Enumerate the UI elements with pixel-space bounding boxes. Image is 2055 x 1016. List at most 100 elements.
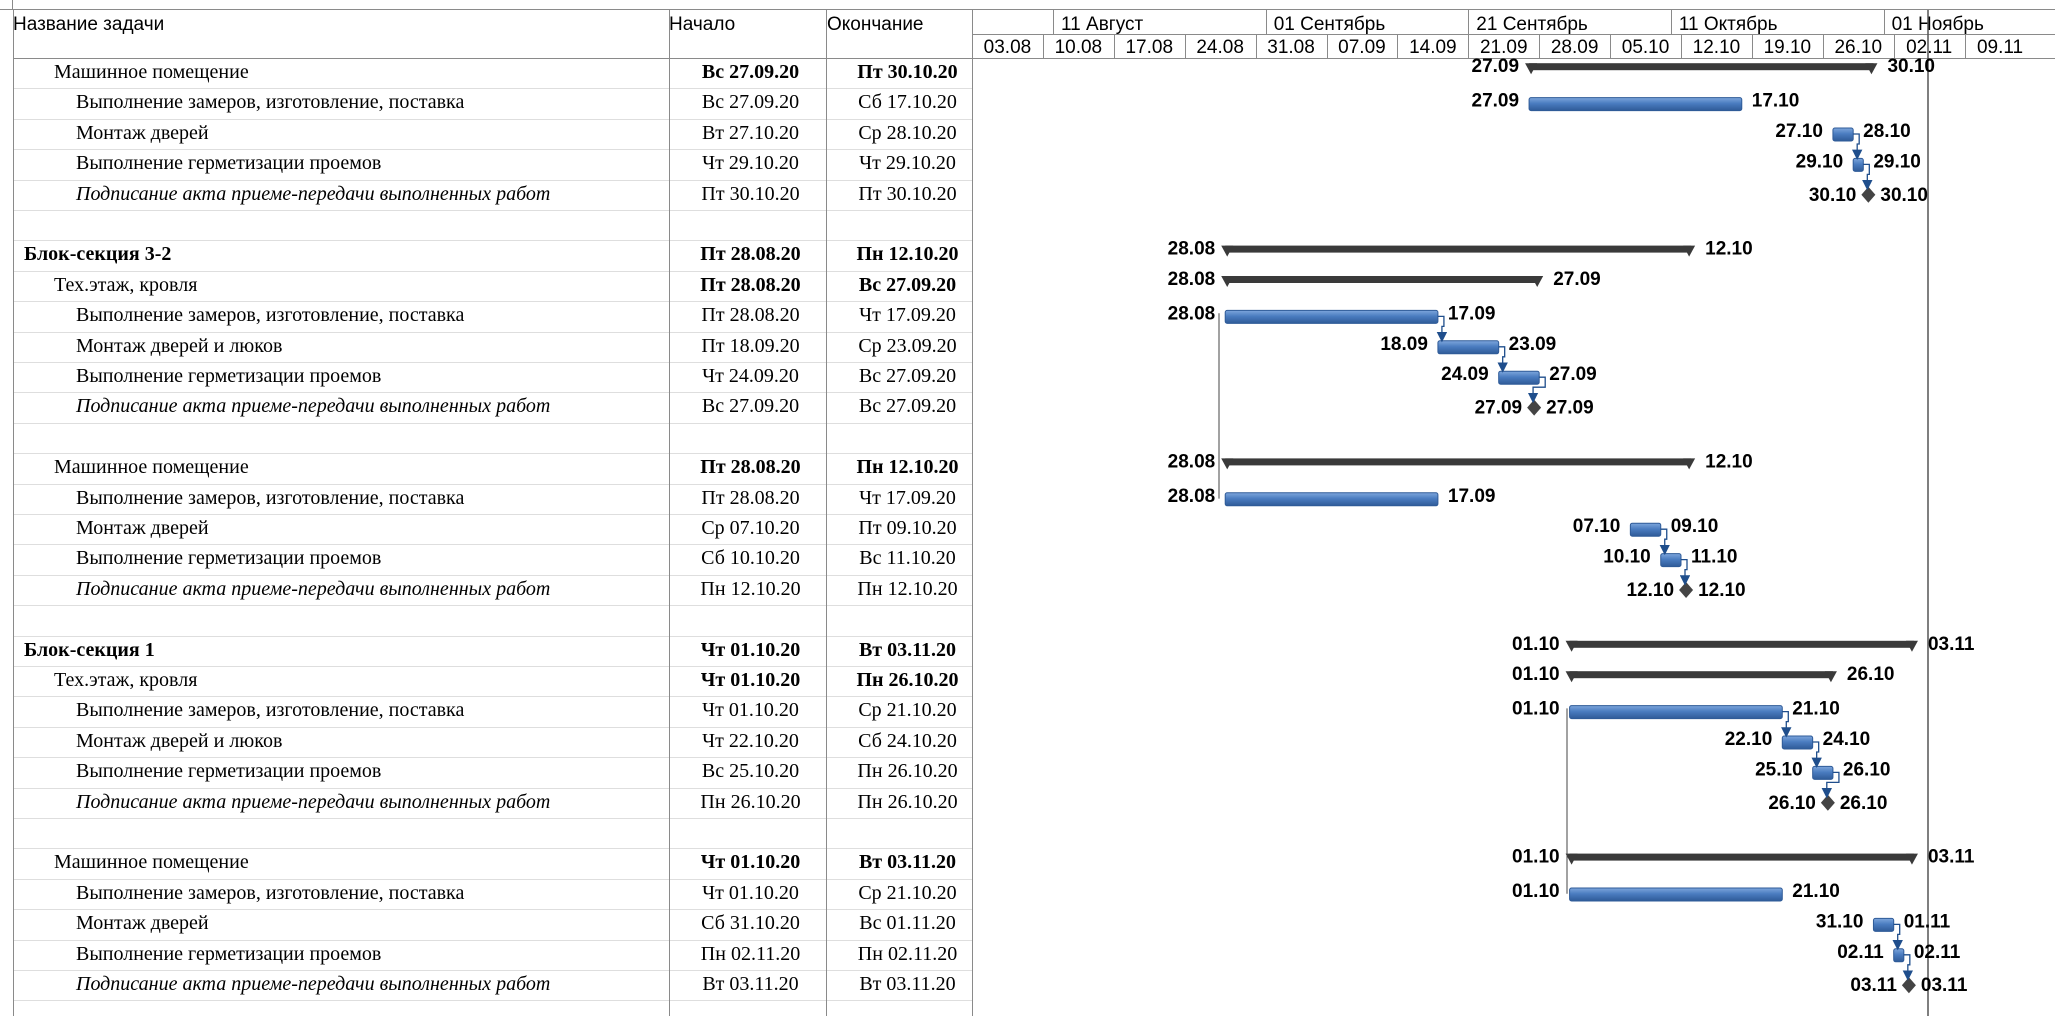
timescale-month: 11 Август (1061, 14, 1144, 35)
task-row[interactable]: Выполнение замеров, изготовление, постав… (13, 696, 972, 726)
timescale-week: 19.10 (1763, 37, 1812, 58)
task-row[interactable]: Монтаж дверей Вт 27.10.20 Ср 28.10.20 (13, 119, 972, 149)
task-row[interactable]: Машинное помещение Чт 01.10.20 Вт 03.11.20 (13, 848, 972, 878)
task-start: Пт 28.08.20 (701, 486, 800, 509)
task-bar (1872, 917, 1895, 932)
task-row[interactable]: Выполнение герметизации проемов Чт 24.09.… (13, 362, 972, 392)
task-end: Вс 27.09.20 (858, 365, 957, 387)
task-row[interactable]: Монтаж дверей Сб 31.10.20 Вс 01.11.20 (13, 909, 972, 939)
timescale-week: 28.09 (1550, 37, 1599, 58)
task-row[interactable]: Выполнение замеров, изготовление, постав… (13, 879, 972, 909)
bar-start-label: 01.10 (1512, 699, 1560, 720)
dependency-link (1862, 163, 1873, 191)
task-row[interactable]: Выполнение замеров, изготовление, постав… (13, 88, 972, 118)
summary-bar (1225, 458, 1692, 466)
task-end: Вс 01.11.20 (859, 912, 956, 935)
bar-start-label: 25.10 (1755, 759, 1803, 780)
row-separator (13, 179, 972, 181)
task-row[interactable]: Подписание акта приеме-передачи выполнен… (13, 180, 972, 210)
task-row[interactable]: Машинное помещение Пт 28.08.20 Пн 12.10.20 (13, 453, 972, 483)
bar-start-label: 07.10 (1573, 516, 1621, 537)
bar-start-label: 02.11 (1837, 942, 1884, 963)
timescale-month: 01 Сентябрь (1273, 14, 1386, 35)
task-end: Пт 30.10.20 (857, 61, 958, 83)
task-row[interactable]: Тех.этаж, кровля Пт 28.08.20 Вс 27.09.20 (13, 271, 972, 301)
task-row[interactable]: Монтаж дверей и люков Чт 22.10.20 Сб 24.10… (13, 727, 972, 757)
milestone-start-label: 12.10 (1627, 580, 1675, 601)
bar-end-label: 29.10 (1873, 151, 1921, 172)
column-header-start[interactable]: Начало (669, 14, 736, 35)
task-row[interactable]: Машинное помещение Вс 27.09.20 Пт 30.10.20 (13, 58, 972, 88)
task-row[interactable]: Подписание акта приеме-передачи выполнен… (13, 788, 972, 818)
bar-end-label: 26.10 (1847, 664, 1895, 685)
task-row[interactable]: Выполнение герметизации проемов Чт 29.10.… (13, 149, 972, 179)
summary-end-cap (1683, 245, 1696, 257)
blank-row[interactable] (13, 423, 972, 453)
row-separator (13, 939, 972, 941)
blank-row[interactable] (13, 818, 972, 848)
task-start: Пт 28.08.20 (700, 456, 801, 479)
summary-start-cap (1565, 640, 1578, 652)
task-row[interactable]: Выполнение герметизации проемов Пн 02.11.… (13, 940, 972, 970)
bar-end-label: 30.10 (1887, 56, 1935, 77)
bar-end-label: 03.11 (1928, 847, 1975, 868)
task-row[interactable]: Выполнение замеров, изготовление, постав… (13, 301, 972, 331)
task-start: Чт 01.10.20 (700, 638, 801, 661)
task-end: Ср 21.10.20 (858, 881, 957, 904)
task-end: Сб 24.10.20 (858, 729, 957, 752)
task-start: Вт 27.10.20 (701, 121, 800, 144)
task-end: Вс 11.10.20 (859, 547, 956, 570)
week-divider (1042, 34, 1044, 58)
bar-end-label: 27.09 (1549, 364, 1597, 385)
task-end: Чт 29.10.20 (859, 152, 956, 175)
task-row[interactable]: Тех.этаж, кровля Чт 01.10.20 Пн 26.10.20 (13, 666, 972, 696)
task-bar (1528, 97, 1743, 112)
bar-end-label: 01.11 (1904, 911, 1951, 932)
blank-row[interactable] (13, 210, 972, 240)
task-row[interactable]: Подписание акта приеме-передачи выполнен… (13, 970, 972, 1000)
timescale-week: 31.08 (1267, 37, 1315, 58)
summary-bar (1569, 671, 1833, 679)
row-separator (13, 696, 972, 698)
bar-end-label: 23.09 (1509, 334, 1557, 355)
task-row[interactable]: Выполнение герметизации проемов Сб 10.10.… (13, 544, 972, 574)
task-row[interactable]: Блок-секция 3-2 Пт 28.08.20 Пн 12.10.20 (13, 240, 972, 270)
task-start: Вс 27.09.20 (701, 395, 800, 418)
task-start: Чт 01.10.20 (702, 699, 799, 722)
dependency-link (1659, 528, 1670, 556)
task-start: Чт 01.10.20 (702, 881, 799, 904)
week-divider (1397, 34, 1399, 58)
task-row[interactable]: Подписание акта приеме-передачи выполнен… (13, 575, 972, 605)
column-header-end[interactable]: Окончание (827, 14, 924, 35)
task-end: Чт 17.09.20 (859, 304, 956, 327)
row-separator (13, 422, 972, 424)
task-row[interactable]: Выполнение герметизации проемов Вс 25.10.… (13, 757, 972, 787)
task-name: Выполнение замеров, изготовление, постав… (76, 486, 465, 509)
week-divider (1539, 34, 1541, 58)
task-start: Ср 07.10.20 (701, 517, 800, 539)
summary-bar (1569, 853, 1914, 861)
task-row[interactable]: Монтаж дверей Ср 07.10.20 Пт 09.10.20 (13, 514, 972, 544)
dependency-link (1851, 133, 1863, 160)
timescale-week: 09.11 (1976, 37, 2024, 58)
task-row[interactable]: Подписание акта приеме-передачи выполнен… (13, 392, 972, 422)
timescale-week: 14.09 (1409, 37, 1457, 58)
month-divider (1265, 10, 1267, 34)
bar-start-label: 31.10 (1816, 911, 1864, 932)
task-end: Пн 12.10.20 (856, 456, 959, 479)
bar-start-label: 28.08 (1168, 451, 1216, 472)
task-row[interactable]: Блок-секция 1 Чт 01.10.20 Вт 03.11.20 (13, 636, 972, 666)
task-name: Блок-секция 1 (24, 638, 155, 661)
week-divider (1326, 34, 1328, 58)
column-header-task-name[interactable]: Название задачи (13, 14, 165, 35)
task-row[interactable]: Монтаж дверей и люков Пт 18.09.20 Ср 23.09… (13, 332, 972, 362)
milestone-end-label: 12.10 (1698, 580, 1746, 601)
task-name: Блок-секция 3-2 (24, 243, 172, 266)
timescale-divider (972, 34, 2055, 35)
blank-row[interactable] (13, 605, 972, 635)
column-divider (826, 10, 827, 1016)
task-row[interactable]: Выполнение замеров, изготовление, постав… (13, 484, 972, 514)
task-name: Монтаж дверей (76, 912, 209, 935)
task-name: Выполнение герметизации проемов (76, 365, 382, 387)
timescale-week: 03.08 (983, 37, 1032, 58)
